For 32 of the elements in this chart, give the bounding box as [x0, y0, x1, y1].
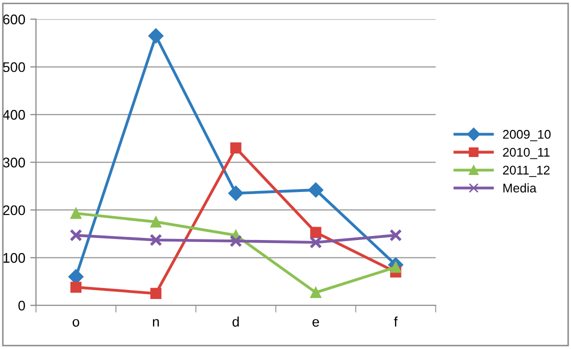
- point: [310, 226, 322, 238]
- point: [70, 282, 82, 293]
- point: [70, 208, 82, 219]
- y-tick-label: 400: [2, 110, 26, 120]
- point: [150, 234, 162, 246]
- point: [230, 142, 242, 154]
- point: [390, 262, 402, 273]
- point: [230, 234, 242, 248]
- x-tick-label: e: [312, 319, 320, 327]
- x-tick-label: o: [72, 319, 80, 327]
- point: [228, 186, 244, 201]
- legend-label: 2011_12: [503, 166, 550, 177]
- legend-label: 2009_10: [503, 130, 551, 142]
- point: [70, 229, 82, 242]
- point: [389, 229, 402, 242]
- y-tick-label: 100: [3, 253, 26, 263]
- y-tick-label: 300: [2, 158, 26, 168]
- point: [308, 182, 324, 198]
- x-tick-label: d: [232, 316, 239, 327]
- y-tick-label: 600: [3, 14, 26, 24]
- x-tick-label: n: [152, 319, 159, 327]
- legend-label: 2010_11: [503, 148, 550, 160]
- point: [150, 216, 162, 228]
- point: [310, 286, 322, 298]
- y-tick-label: 500: [2, 62, 26, 72]
- y-tick-label: 0: [18, 300, 26, 311]
- point: [310, 236, 322, 249]
- y-tick-label: 200: [3, 205, 26, 216]
- x-tick-label: f: [394, 316, 398, 327]
- point: [148, 28, 164, 44]
- point: [150, 288, 162, 300]
- legend-label: Media: [503, 183, 536, 192]
